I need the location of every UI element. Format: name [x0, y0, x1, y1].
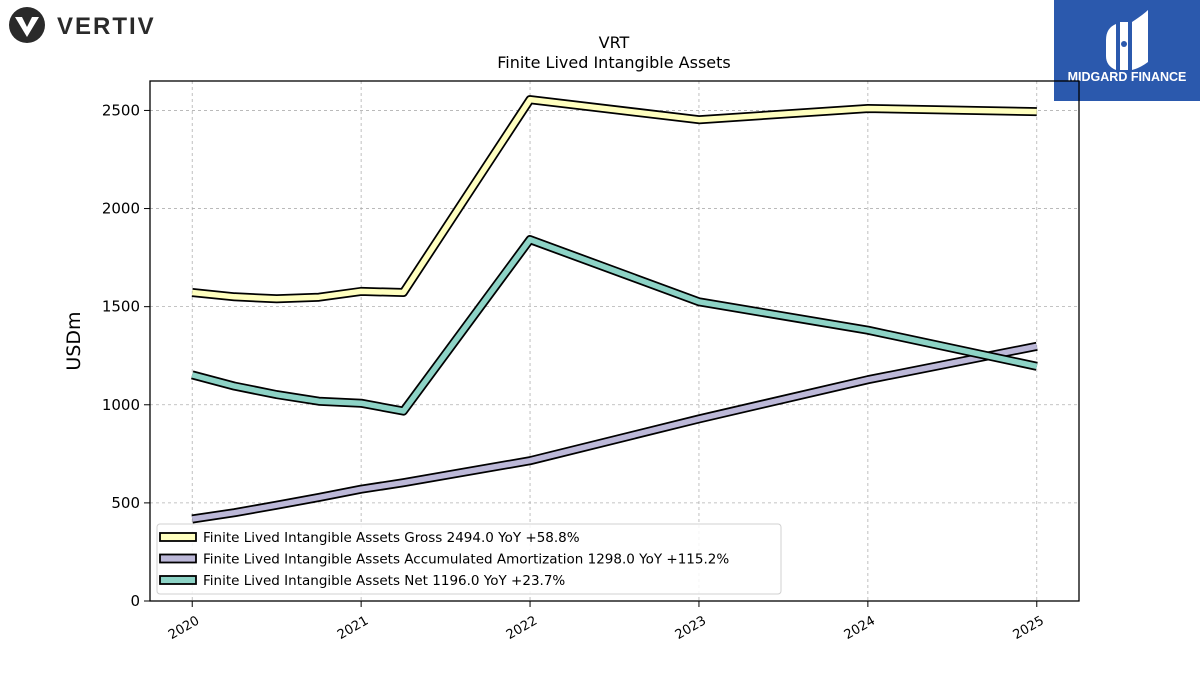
- y-tick-label: 0: [130, 592, 140, 610]
- y-tick-label: 1500: [102, 298, 140, 316]
- legend-swatch: [159, 532, 197, 542]
- series-fill: [191, 343, 1038, 522]
- vertiv-wordmark: VERTIV: [57, 13, 156, 40]
- x-tick-label: 2020: [166, 613, 202, 643]
- x-tick-label: 2021: [335, 613, 371, 643]
- legend-box: [156, 523, 782, 595]
- vertiv-logo: VERTIV: [6, 6, 166, 44]
- x-tick-label: 2023: [673, 613, 709, 643]
- legend-swatch: [159, 553, 197, 564]
- x-tick-label: 2025: [1011, 613, 1047, 643]
- legend-label: Finite Lived Intangible Assets Net 1196.…: [203, 573, 565, 589]
- y-axis-label: USDm: [63, 311, 85, 370]
- y-axis-ticks: 0 500 1000 1500 2000 2500: [102, 101, 150, 610]
- x-tick-label: 2022: [504, 613, 540, 643]
- legend: Finite Lived Intangible Assets Gross 249…: [156, 523, 782, 595]
- midgard-m-logo-icon: [1106, 10, 1148, 70]
- chart-title: VRT: [599, 33, 630, 52]
- series-outline: [191, 235, 1038, 416]
- midgard-finance-logo: MIDGARD FINANCE: [1054, 0, 1200, 101]
- series-fill: [191, 96, 1037, 302]
- legend-item: Finite Lived Intangible Assets Accumulat…: [159, 552, 729, 568]
- series-fill: [191, 236, 1038, 414]
- series-line-0: [191, 95, 1037, 304]
- y-tick-label: 1000: [102, 396, 140, 414]
- y-tick-label: 2000: [102, 200, 140, 218]
- legend-label: Finite Lived Intangible Assets Gross 249…: [203, 530, 580, 546]
- series-lines: [191, 95, 1038, 524]
- legend-swatch: [159, 575, 197, 585]
- legend-item: Finite Lived Intangible Assets Net 1196.…: [159, 573, 565, 589]
- chart-subtitle: Finite Lived Intangible Assets: [497, 53, 730, 72]
- y-tick-label: 500: [111, 494, 140, 512]
- series-line-2: [191, 235, 1038, 416]
- midgard-wordmark: MIDGARD FINANCE: [1068, 70, 1187, 84]
- y-tick-label: 2500: [102, 101, 140, 119]
- series-line-1: [191, 341, 1038, 524]
- legend-item: Finite Lived Intangible Assets Gross 249…: [159, 530, 580, 546]
- vertiv-chevron-logo-icon: [9, 7, 45, 43]
- legend-label: Finite Lived Intangible Assets Accumulat…: [203, 552, 729, 568]
- x-tick-label: 2024: [842, 613, 878, 643]
- plot-frame: [149, 80, 1080, 602]
- x-axis-ticks: 2020 2021 2022 2023 2024 2025: [166, 601, 1047, 643]
